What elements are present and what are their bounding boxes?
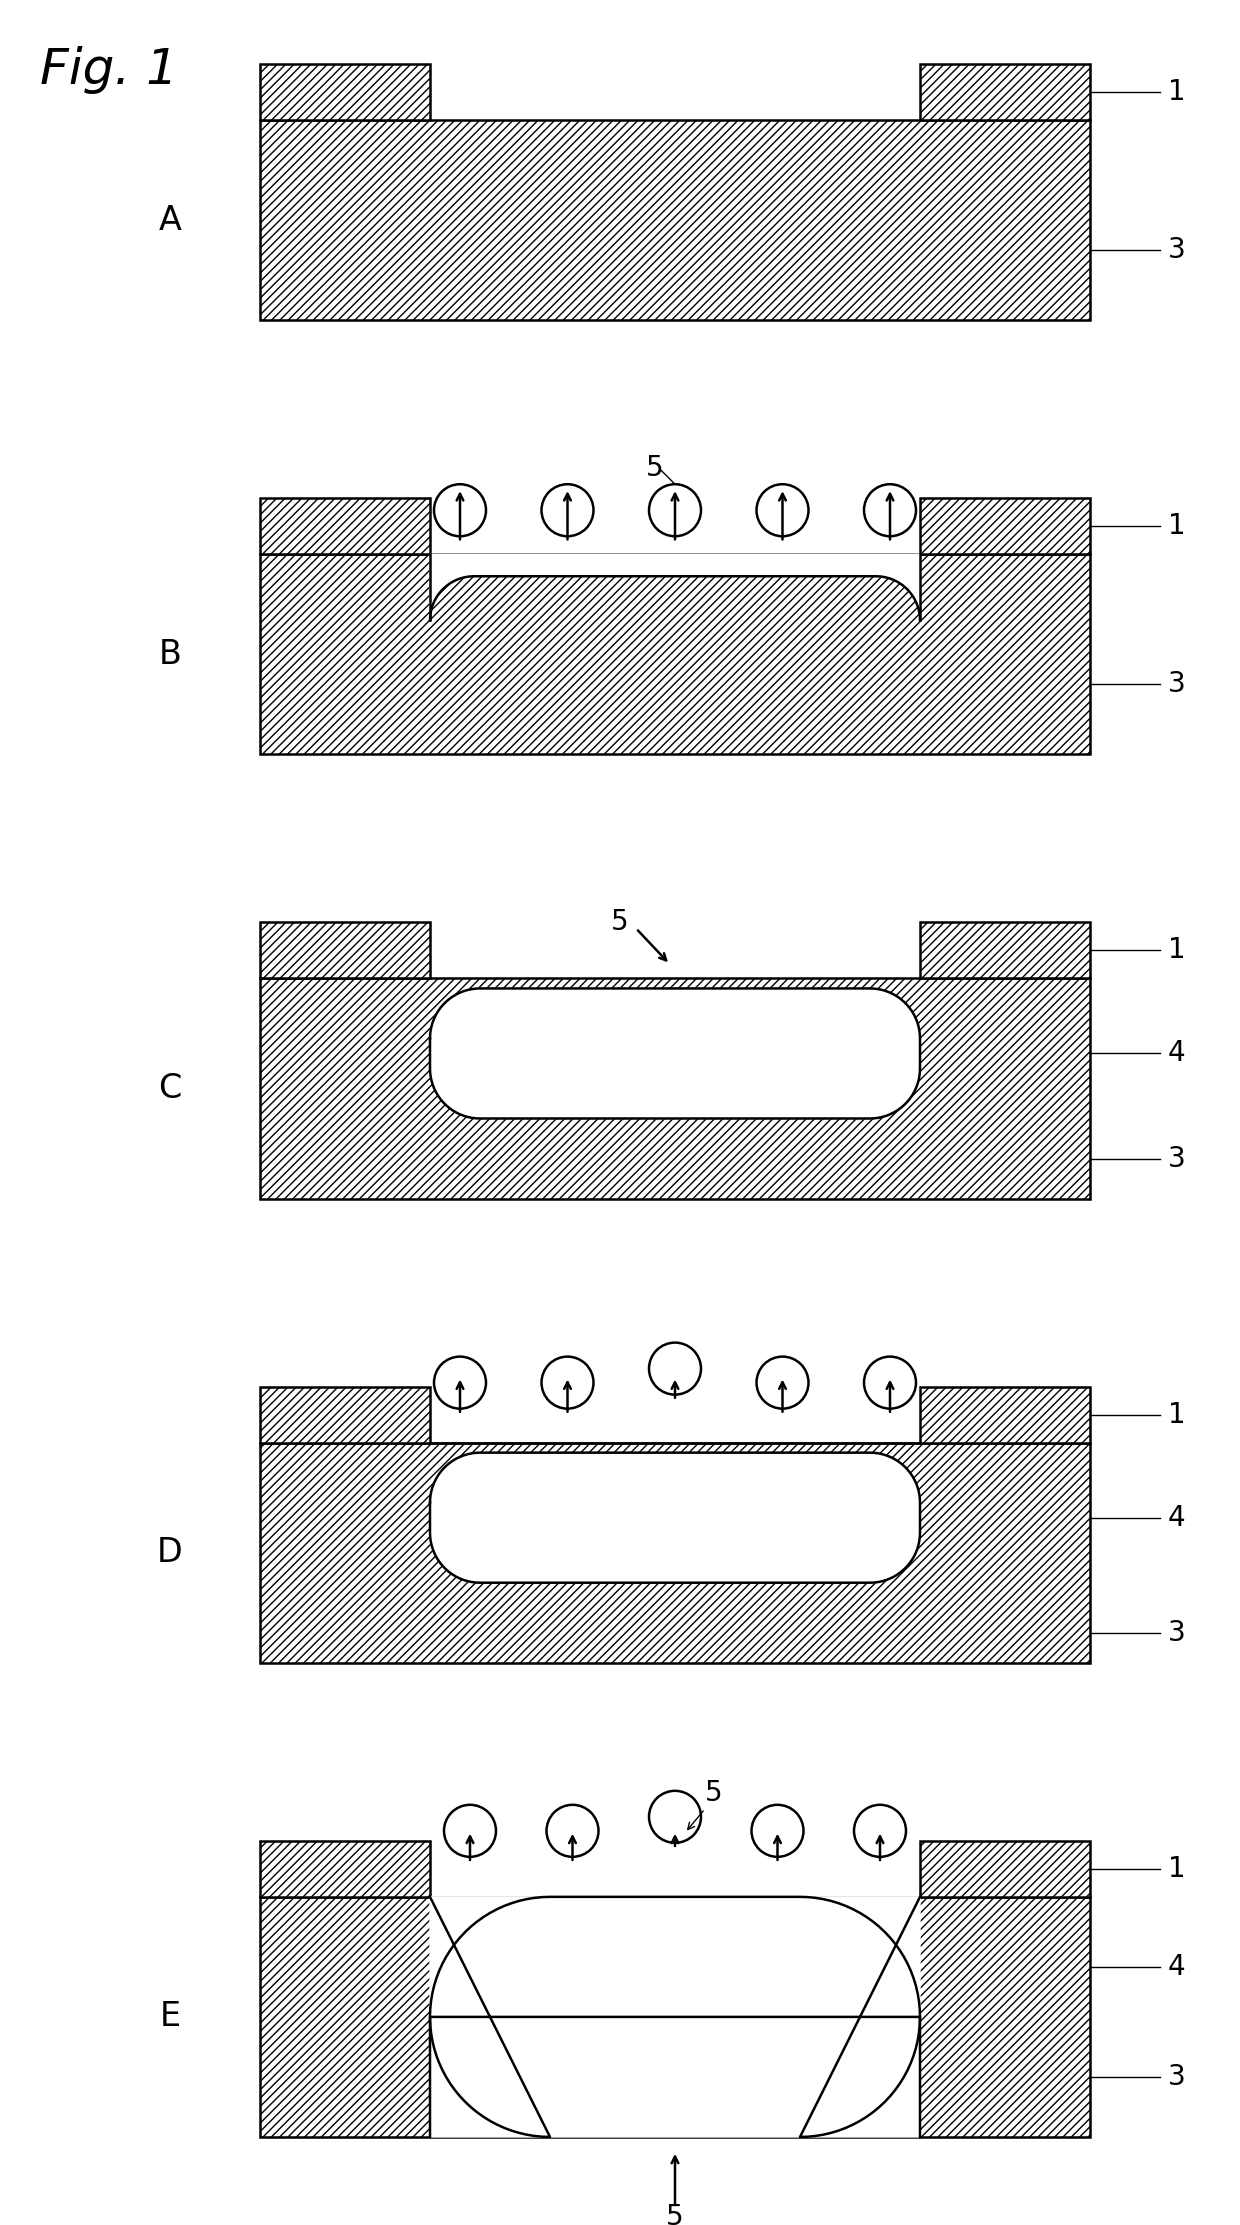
Bar <box>260 554 1090 754</box>
Bar <box>260 120 1090 320</box>
Circle shape <box>542 1357 594 1408</box>
Polygon shape <box>430 988 920 1119</box>
Circle shape <box>542 485 594 536</box>
Bar <box>920 65 1090 120</box>
Bar <box>920 923 1090 979</box>
Text: 5: 5 <box>666 2203 683 2225</box>
Text: 1: 1 <box>1168 78 1185 107</box>
Text: 5: 5 <box>611 908 629 937</box>
Polygon shape <box>430 1898 920 2136</box>
Circle shape <box>444 1804 496 1858</box>
Text: 3: 3 <box>1168 236 1185 265</box>
Text: D: D <box>157 1535 182 1569</box>
Bar <box>260 1442 1090 1662</box>
Circle shape <box>434 1357 486 1408</box>
Circle shape <box>854 1804 906 1858</box>
Text: 1: 1 <box>1168 1400 1185 1428</box>
Text: 3: 3 <box>1168 1620 1185 1646</box>
Polygon shape <box>430 1453 920 1582</box>
Text: 1: 1 <box>1168 937 1185 963</box>
Polygon shape <box>430 554 920 621</box>
Bar <box>920 498 1090 554</box>
Bar <box>260 65 430 120</box>
Circle shape <box>864 1357 916 1408</box>
Circle shape <box>756 1357 808 1408</box>
Bar <box>260 923 430 979</box>
Polygon shape <box>430 1898 920 2136</box>
Bar <box>920 1386 1090 1442</box>
Text: B: B <box>159 639 181 670</box>
Circle shape <box>751 1804 804 1858</box>
Circle shape <box>434 485 486 536</box>
Bar <box>920 1840 1090 1898</box>
Text: 4: 4 <box>1168 1039 1185 1068</box>
Text: E: E <box>160 2000 181 2034</box>
Circle shape <box>649 1791 701 1842</box>
Bar <box>260 498 430 554</box>
Text: 5: 5 <box>706 1778 723 1807</box>
Text: 3: 3 <box>1168 1144 1185 1173</box>
Text: 3: 3 <box>1168 670 1185 699</box>
Bar <box>260 1840 430 1898</box>
Text: C: C <box>159 1072 181 1106</box>
Text: 4: 4 <box>1168 1954 1185 1980</box>
Text: A: A <box>159 205 181 236</box>
Text: 3: 3 <box>1168 2063 1185 2092</box>
Circle shape <box>649 485 701 536</box>
Text: Fig. 1: Fig. 1 <box>40 47 179 93</box>
Bar <box>260 1386 430 1442</box>
Text: 5: 5 <box>646 454 663 483</box>
Bar <box>260 1898 1090 2136</box>
Circle shape <box>864 485 916 536</box>
Text: 1: 1 <box>1168 1856 1185 1882</box>
Polygon shape <box>430 1898 920 2136</box>
Circle shape <box>756 485 808 536</box>
Text: 1: 1 <box>1168 512 1185 541</box>
Circle shape <box>649 1342 701 1395</box>
Bar <box>260 979 1090 1199</box>
Circle shape <box>547 1804 599 1858</box>
Text: 4: 4 <box>1168 1504 1185 1531</box>
